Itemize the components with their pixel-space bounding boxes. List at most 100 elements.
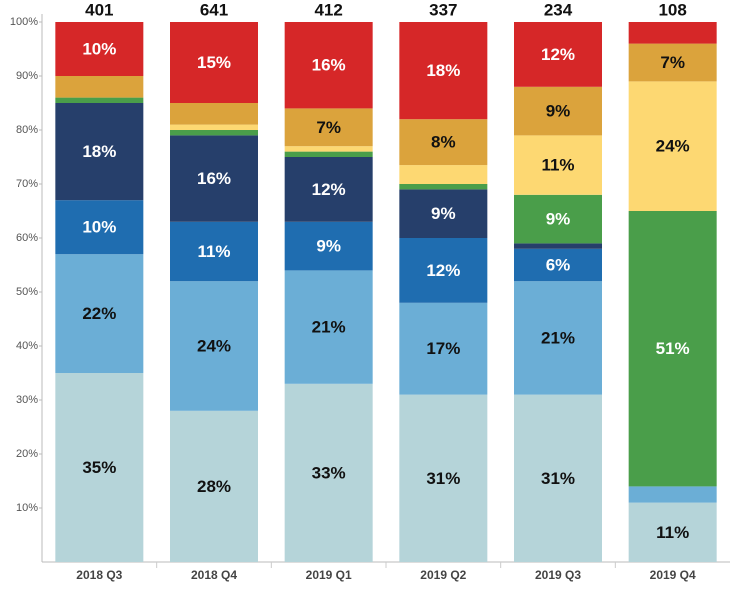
bar-segment	[514, 281, 602, 395]
total-label: 412	[314, 0, 342, 19]
bar-segment	[399, 165, 488, 184]
bar-segment	[628, 502, 717, 562]
bar-segment	[514, 22, 602, 87]
bar-segment	[55, 22, 144, 76]
bar-segment	[284, 22, 373, 109]
y-tick-label: 90%	[16, 70, 38, 82]
total-label: 234	[544, 0, 573, 19]
bar-segment	[628, 81, 717, 212]
bar-segment	[514, 194, 602, 244]
x-tick-label: 2018 Q4	[191, 568, 237, 582]
data-label: 15%	[197, 53, 231, 72]
bar-segment	[170, 410, 258, 562]
data-label: 11%	[197, 242, 230, 261]
x-tick-label: 2019 Q1	[306, 568, 352, 582]
data-label: 10%	[82, 39, 116, 58]
bar-segment	[399, 119, 488, 166]
x-tick-label: 2019 Q2	[420, 568, 466, 582]
data-label: 11%	[541, 156, 574, 175]
bar-segment	[170, 124, 258, 130]
bar-segment	[399, 184, 488, 190]
data-label: 9%	[546, 210, 571, 229]
bar-segment	[55, 97, 144, 103]
bar-segment	[55, 373, 144, 562]
bar-segment	[514, 86, 602, 136]
data-label: 6%	[546, 255, 571, 274]
bar-segment	[628, 22, 717, 44]
data-label: 16%	[197, 169, 231, 188]
data-label: 51%	[656, 339, 690, 358]
y-tick-label: 30%	[16, 394, 38, 406]
bar-segment	[170, 22, 258, 103]
bar-segment	[170, 281, 258, 411]
data-label: 11%	[656, 523, 689, 542]
data-label: 31%	[426, 469, 460, 488]
y-tick-label: 100%	[10, 16, 38, 28]
bar-segment	[284, 146, 373, 152]
bar-segment	[170, 221, 258, 282]
data-label: 17%	[426, 339, 460, 358]
data-label: 33%	[312, 463, 346, 482]
x-tick-label: 2019 Q3	[535, 568, 581, 582]
bar-segment	[399, 302, 488, 395]
total-label: 337	[429, 0, 457, 19]
bar-segment	[284, 157, 373, 222]
bar-segment	[628, 43, 717, 82]
bar-segment	[514, 135, 602, 195]
bar-segment	[514, 248, 602, 282]
bar-segment	[55, 254, 144, 373]
data-label: 9%	[546, 102, 571, 121]
data-label: 24%	[197, 336, 231, 355]
bar-segment	[399, 238, 488, 303]
data-label: 9%	[431, 204, 456, 223]
data-label: 28%	[197, 477, 231, 496]
bar-segment	[284, 151, 373, 157]
bar-segment	[399, 189, 488, 238]
data-label: 18%	[82, 142, 116, 161]
data-label: 21%	[541, 328, 575, 347]
data-label: 31%	[541, 469, 575, 488]
data-label: 18%	[426, 61, 460, 80]
data-label: 16%	[312, 56, 346, 75]
data-label: 24%	[656, 137, 690, 156]
y-tick-label: 20%	[16, 448, 38, 460]
data-label: 22%	[82, 304, 116, 323]
total-label: 641	[200, 0, 228, 19]
y-tick-label: 10%	[16, 502, 38, 514]
bar-segment	[284, 108, 373, 147]
bar-segment	[628, 211, 717, 487]
y-tick-label: 70%	[16, 178, 38, 190]
data-label: 35%	[82, 458, 116, 477]
data-label: 12%	[426, 261, 460, 280]
bar-segment	[284, 221, 373, 271]
bar-segment	[170, 103, 258, 125]
bar-segment	[514, 394, 602, 562]
x-tick-label: 2018 Q3	[76, 568, 122, 582]
data-label: 12%	[312, 180, 346, 199]
data-label: 10%	[82, 218, 116, 237]
total-label: 108	[658, 0, 686, 19]
data-label: 12%	[541, 45, 575, 64]
bar-segment	[55, 76, 144, 98]
bar-segment	[284, 383, 373, 562]
bar-segment	[170, 130, 258, 136]
data-label: 21%	[312, 318, 346, 337]
data-label: 7%	[660, 53, 685, 72]
bar-segment	[399, 394, 488, 562]
bar-segment	[55, 103, 144, 201]
bar-segment	[399, 22, 488, 120]
data-label: 8%	[431, 133, 456, 152]
y-tick-label: 40%	[16, 340, 38, 352]
y-tick-label: 60%	[16, 232, 38, 244]
total-label: 401	[85, 0, 113, 19]
y-tick-label: 50%	[16, 286, 38, 298]
bar-segment	[628, 486, 717, 503]
y-tick-label: 80%	[16, 124, 38, 136]
bar-segment	[170, 135, 258, 222]
data-label: 9%	[316, 237, 341, 256]
data-label: 7%	[316, 118, 341, 137]
bar-segment	[514, 243, 602, 249]
bar-segment	[284, 270, 373, 384]
x-tick-label: 2019 Q4	[650, 568, 696, 582]
